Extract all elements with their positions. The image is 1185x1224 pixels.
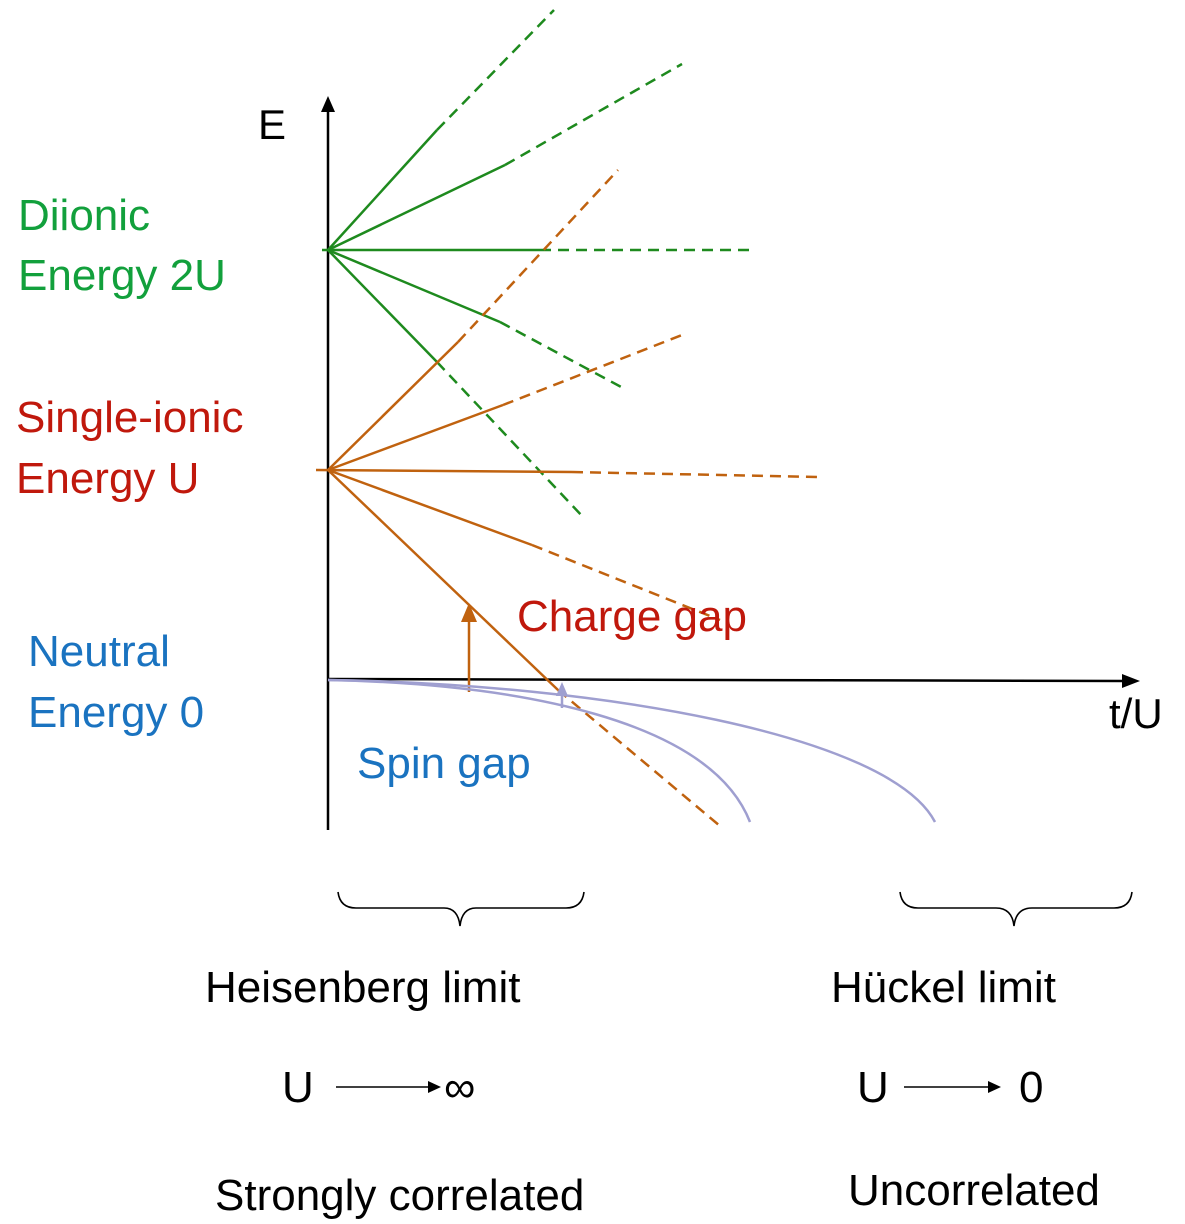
huckel-u-symbol: U — [857, 1063, 889, 1112]
diionic-level-lines — [322, 9, 752, 519]
diionic-dashed-1 — [436, 9, 555, 131]
single-ionic-solid-2 — [327, 403, 504, 472]
heisenberg-description: Strongly correlated — [215, 1171, 585, 1220]
heisenberg-limit-title: Heisenberg limit — [205, 963, 521, 1012]
single-ionic-dashed-1 — [457, 169, 619, 343]
single-ionic-solid-3 — [315, 468, 573, 474]
heisenberg-limit-arrow — [336, 1081, 441, 1093]
single-ionic-solid-4 — [327, 468, 533, 547]
huckel-limit-arrow — [904, 1081, 1001, 1093]
single-ionic-level-lines — [315, 169, 819, 827]
diionic-solid-1 — [327, 129, 438, 251]
single-ionic-label-line2: Energy U — [16, 454, 200, 503]
huckel-target: 0 — [1019, 1063, 1044, 1112]
heisenberg-brace — [337, 891, 585, 927]
single-ionic-dashed-4 — [531, 543, 721, 622]
huckel-description: Uncorrelated — [848, 1166, 1100, 1215]
diionic-solid-5 — [327, 249, 438, 363]
x-axis — [327, 677, 1127, 683]
x-axis-label: t/U — [1109, 690, 1163, 737]
single-ionic-solid-1 — [327, 341, 459, 471]
charge-gap-arrow — [461, 603, 477, 692]
diionic-solid-4 — [327, 248, 501, 324]
heisenberg-target: ∞ — [444, 1063, 476, 1112]
huckel-brace — [899, 891, 1133, 927]
charge-gap-label: Charge gap — [517, 592, 747, 641]
heisenberg-u-symbol: U — [282, 1063, 314, 1112]
huckel-limit-title: Hückel limit — [831, 963, 1056, 1012]
spin-gap-label: Spin gap — [357, 739, 531, 788]
single-ionic-dashed-3 — [571, 470, 819, 479]
diionic-dashed-4 — [499, 320, 624, 390]
y-axis-arrowhead — [321, 96, 335, 112]
neutral-curve-2 — [327, 678, 937, 823]
diionic-label-line2: Energy 2U — [18, 251, 226, 300]
single-ionic-dashed-2 — [502, 333, 683, 407]
single-ionic-solid-5 — [327, 469, 559, 691]
x-axis-arrowhead — [1122, 674, 1140, 688]
diionic-dashed-5 — [436, 361, 585, 519]
diionic-solid-2 — [327, 163, 506, 252]
neutral-label-line2: Energy 0 — [28, 688, 205, 737]
y-axis-label: E — [258, 101, 287, 148]
diionic-label-line1: Diionic — [18, 191, 151, 240]
axes — [321, 96, 1140, 830]
diionic-dashed-2 — [504, 62, 683, 167]
single-ionic-label-line1: Single-ionic — [16, 393, 244, 442]
spin-gap-arrow — [556, 682, 568, 708]
neutral-label-line1: Neutral — [28, 627, 170, 676]
neutral-level-curves — [327, 678, 937, 823]
